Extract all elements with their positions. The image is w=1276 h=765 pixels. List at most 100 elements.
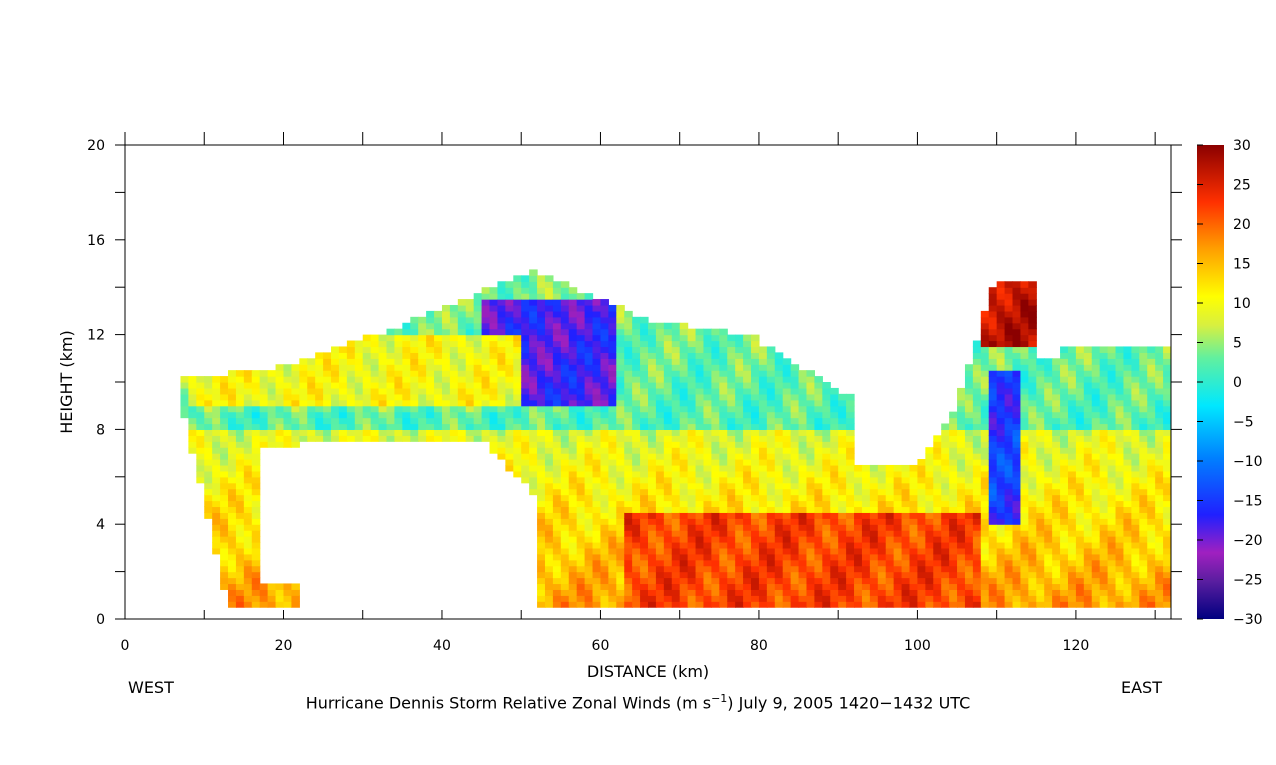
wind-cell: [275, 423, 285, 430]
wind-cell: [537, 441, 546, 448]
wind-cell: [719, 453, 728, 460]
wind-cell: [711, 459, 720, 466]
wind-cell: [1036, 571, 1045, 579]
wind-cell: [354, 429, 364, 436]
wind-cell: [964, 441, 974, 448]
wind-cell: [1020, 328, 1029, 336]
wind-cell: [307, 399, 316, 407]
wind-cell: [782, 435, 792, 442]
wind-cell: [751, 340, 760, 348]
wind-cell: [711, 488, 720, 496]
wind-cell: [663, 512, 673, 519]
wind-cell: [782, 447, 792, 454]
wind-cell: [743, 524, 752, 531]
wind-cell: [719, 553, 728, 561]
wind-cell: [877, 547, 887, 555]
wind-cell: [996, 376, 1006, 383]
wind-cell: [632, 417, 641, 425]
wind-cell: [362, 334, 372, 342]
wind-cell: [687, 565, 697, 573]
wind-cell: [798, 536, 808, 543]
wind-cell: [1060, 482, 1069, 490]
wind-cell: [727, 340, 736, 348]
wind-cell: [1099, 447, 1109, 454]
wind-cell: [869, 595, 879, 602]
colorbar-tick-label: 15: [1233, 257, 1251, 273]
wind-cell: [544, 334, 554, 342]
wind-cell: [418, 393, 427, 401]
wind-cell: [703, 583, 712, 590]
wind-cell: [1139, 488, 1148, 496]
wind-cell: [727, 399, 736, 407]
wind-cell: [592, 459, 602, 466]
wind-cell: [1155, 470, 1164, 478]
wind-cell: [822, 441, 831, 448]
wind-cell: [1115, 411, 1125, 419]
wind-cell: [782, 565, 792, 573]
wind-cell: [560, 506, 570, 513]
wind-cell: [212, 393, 221, 401]
wind-cell: [1012, 405, 1022, 413]
wind-cell: [299, 358, 308, 365]
wind-cell: [180, 405, 189, 413]
wind-cell: [679, 441, 689, 448]
wind-cell: [640, 382, 649, 389]
wind-cell: [640, 411, 649, 419]
wind-cell: [1155, 559, 1164, 567]
wind-cell: [608, 304, 617, 312]
wind-cell: [830, 524, 839, 531]
wind-cell: [774, 512, 784, 519]
wind-cell: [822, 482, 831, 490]
wind-cell: [410, 328, 419, 336]
wind-cell: [687, 459, 697, 466]
wind-cell: [592, 423, 602, 430]
wind-cell: [505, 370, 514, 377]
wind-cell: [235, 547, 245, 555]
wind-cell: [544, 352, 554, 359]
wind-cell: [331, 393, 340, 401]
wind-cell: [1044, 435, 1053, 442]
wind-cell: [901, 589, 911, 596]
wind-cell: [1012, 512, 1022, 519]
wind-cell: [695, 370, 705, 377]
wind-cell: [727, 417, 736, 425]
wind-cell: [1020, 583, 1029, 590]
wind-cell: [1020, 601, 1029, 608]
wind-cell: [790, 476, 800, 484]
wind-cell: [1028, 281, 1037, 288]
wind-cell: [1099, 482, 1109, 490]
wind-cell: [964, 524, 974, 531]
wind-cell: [711, 334, 720, 342]
wind-cell: [394, 411, 403, 419]
wind-cell: [964, 512, 974, 519]
wind-cell: [1020, 393, 1029, 401]
wind-cell: [758, 541, 768, 549]
wind-cell: [806, 453, 815, 460]
wind-cell: [933, 470, 942, 478]
wind-cell: [513, 370, 522, 377]
wind-cell: [640, 601, 649, 608]
wind-cell: [735, 530, 744, 537]
wind-cell: [671, 382, 681, 389]
wind-cell: [1028, 536, 1037, 543]
wind-cell: [1083, 488, 1093, 496]
wind-cell: [434, 322, 443, 330]
wind-cell: [822, 476, 831, 484]
wind-cell: [1044, 429, 1053, 436]
wind-cell: [544, 494, 554, 502]
x-axis-label: DISTANCE (km): [587, 662, 709, 681]
wind-cell: [299, 393, 308, 401]
wind-cell: [489, 287, 499, 294]
wind-cell: [394, 340, 403, 348]
wind-cell: [560, 364, 570, 371]
wind-cell: [513, 376, 522, 383]
wind-cell: [790, 435, 800, 442]
wind-cell: [980, 595, 990, 602]
wind-cell: [1139, 387, 1148, 395]
wind-cell: [957, 536, 966, 543]
wind-cell: [307, 376, 316, 383]
wind-cell: [695, 459, 705, 466]
wind-cell: [640, 447, 649, 454]
wind-cell: [481, 304, 491, 312]
wind-cell: [196, 459, 205, 466]
